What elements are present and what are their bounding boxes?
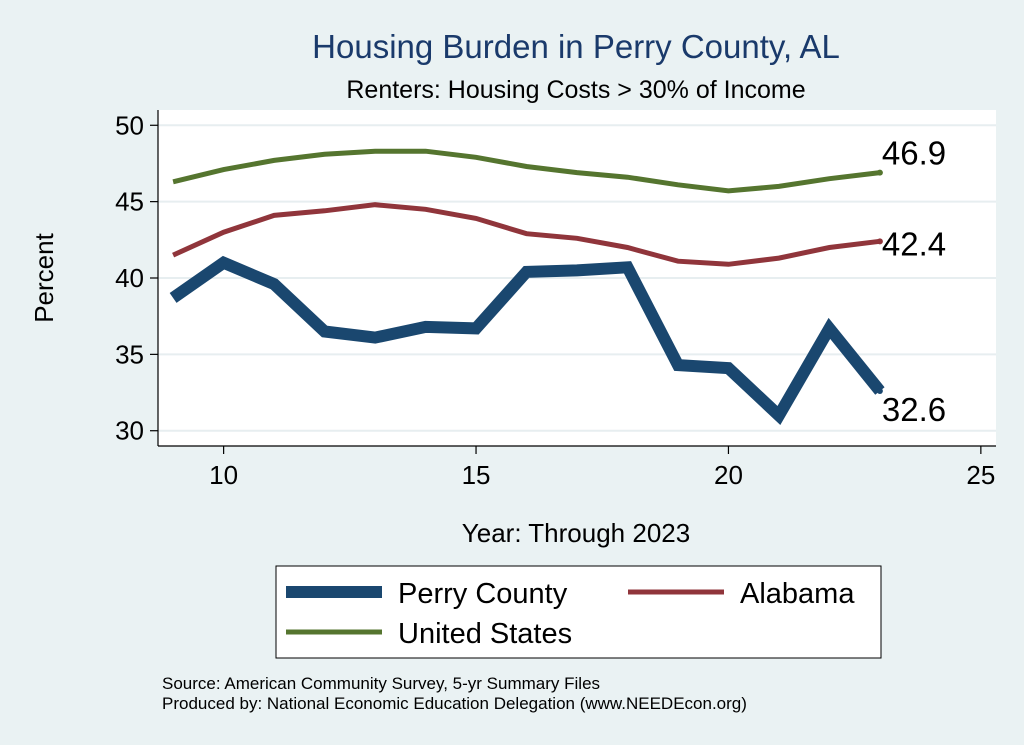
series-line-united-states bbox=[172, 148, 881, 194]
end-point-perry-county bbox=[876, 388, 883, 395]
x-tick-label: 25 bbox=[966, 460, 995, 490]
legend: Perry County Alabama United States bbox=[275, 565, 882, 659]
source-line: Source: American Community Survey, 5-yr … bbox=[162, 674, 600, 693]
y-tick-label: 35 bbox=[115, 339, 144, 369]
y-tick-label: 30 bbox=[115, 416, 144, 446]
x-tick-label: 15 bbox=[462, 460, 491, 490]
chart-title: Housing Burden in Perry County, AL bbox=[312, 28, 840, 65]
end-label-united-states: 46.9 bbox=[882, 135, 946, 172]
gridlines bbox=[158, 124, 996, 432]
y-axis-title: Percent bbox=[29, 232, 59, 322]
series-line-alabama bbox=[172, 202, 881, 267]
end-point-united-states bbox=[876, 169, 883, 176]
x-tick-label: 10 bbox=[209, 460, 238, 490]
series-layer bbox=[169, 148, 885, 426]
end-labels: 46.9 42.4 32.6 bbox=[882, 135, 946, 428]
legend-label-alabama: Alabama bbox=[740, 578, 855, 610]
series-line-perry-county bbox=[169, 255, 885, 426]
legend-box bbox=[275, 565, 882, 659]
legend-label-united-states: United States bbox=[398, 618, 572, 650]
y-tick-label: 45 bbox=[115, 187, 144, 217]
y-tick-label: 50 bbox=[115, 110, 144, 140]
x-tick-label: 20 bbox=[714, 460, 743, 490]
end-point-alabama bbox=[876, 238, 883, 245]
plot-area: 46.9 42.4 32.6 30 35 40 45 50 10 15 20 25 bbox=[115, 110, 996, 490]
produced-by-line: Produced by: National Economic Education… bbox=[162, 694, 747, 713]
end-label-perry-county: 32.6 bbox=[882, 391, 946, 428]
y-tick-label: 40 bbox=[115, 263, 144, 293]
end-label-alabama: 42.4 bbox=[882, 225, 946, 262]
legend-label-perry-county: Perry County bbox=[398, 578, 568, 610]
x-axis-title: Year: Through 2023 bbox=[462, 518, 690, 548]
ticks: 30 35 40 45 50 10 15 20 25 bbox=[115, 110, 995, 490]
chart-subtitle: Renters: Housing Costs > 30% of Income bbox=[346, 76, 805, 104]
